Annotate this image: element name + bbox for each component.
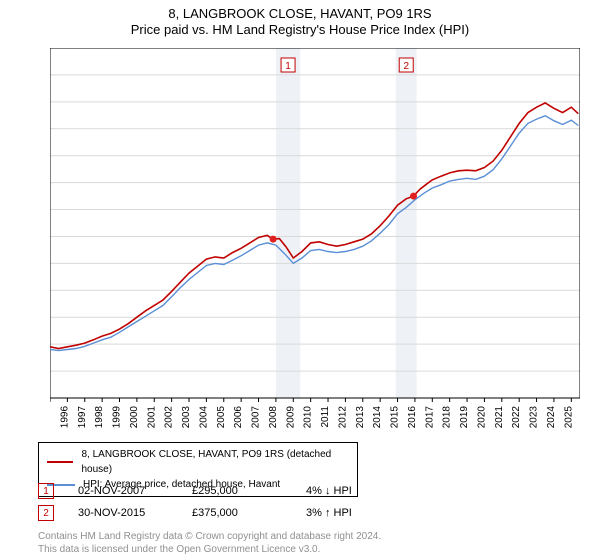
legend-swatch — [47, 461, 73, 463]
svg-text:1998: 1998 — [94, 406, 105, 429]
licence-line1: Contains HM Land Registry data © Crown c… — [38, 531, 381, 544]
svg-text:2022: 2022 — [511, 406, 522, 429]
sale-price: £295,000 — [192, 485, 282, 497]
title-block: 8, LANGBROOK CLOSE, HAVANT, PO9 1RS Pric… — [0, 0, 600, 39]
sale-price: £375,000 — [192, 507, 282, 519]
sale-delta: 4% ↓ HPI — [306, 485, 396, 497]
page-root: 8, LANGBROOK CLOSE, HAVANT, PO9 1RS Pric… — [0, 0, 600, 560]
svg-text:2023: 2023 — [529, 406, 540, 429]
svg-text:2010: 2010 — [303, 406, 314, 429]
svg-text:2019: 2019 — [459, 406, 470, 429]
licence-line2: This data is licensed under the Open Gov… — [38, 544, 381, 557]
chart: £0£50K£100K£150K£200K£250K£300K£350K£400… — [50, 48, 580, 418]
svg-text:2015: 2015 — [390, 406, 401, 429]
svg-text:1995: 1995 — [50, 406, 53, 429]
svg-text:2007: 2007 — [251, 406, 262, 429]
svg-text:2005: 2005 — [216, 406, 227, 429]
legend-row-property: 8, LANGBROOK CLOSE, HAVANT, PO9 1RS (det… — [47, 447, 349, 477]
sale-row: 2 30-NOV-2015 £375,000 3% ↑ HPI — [38, 502, 396, 524]
svg-text:2012: 2012 — [337, 406, 348, 429]
legend-label: 8, LANGBROOK CLOSE, HAVANT, PO9 1RS (det… — [81, 447, 349, 477]
svg-text:2016: 2016 — [407, 406, 418, 429]
sale-badge: 2 — [38, 505, 54, 521]
svg-text:2025: 2025 — [563, 406, 574, 429]
svg-text:2002: 2002 — [164, 406, 175, 429]
svg-text:2009: 2009 — [285, 406, 296, 429]
svg-text:1999: 1999 — [112, 406, 123, 429]
title-line1: 8, LANGBROOK CLOSE, HAVANT, PO9 1RS — [0, 6, 600, 22]
svg-text:2013: 2013 — [355, 406, 366, 429]
sale-badge: 1 — [38, 483, 54, 499]
svg-text:2011: 2011 — [320, 406, 331, 428]
sale-delta: 3% ↑ HPI — [306, 507, 396, 519]
svg-text:1997: 1997 — [77, 406, 88, 429]
sale-date: 02-NOV-2007 — [78, 485, 168, 497]
svg-text:2000: 2000 — [129, 406, 140, 429]
svg-text:2006: 2006 — [233, 406, 244, 429]
title-line2: Price paid vs. HM Land Registry's House … — [0, 22, 600, 38]
sale-row: 1 02-NOV-2007 £295,000 4% ↓ HPI — [38, 480, 396, 502]
svg-text:2024: 2024 — [546, 406, 557, 429]
svg-text:1: 1 — [285, 61, 291, 72]
svg-text:2003: 2003 — [181, 406, 192, 429]
svg-text:2: 2 — [403, 61, 409, 72]
svg-text:2004: 2004 — [198, 406, 209, 429]
svg-text:2017: 2017 — [424, 406, 435, 429]
svg-text:2014: 2014 — [372, 406, 383, 429]
svg-text:2018: 2018 — [442, 406, 453, 429]
svg-text:1996: 1996 — [59, 406, 70, 429]
licence-text: Contains HM Land Registry data © Crown c… — [38, 531, 381, 556]
chart-svg: £0£50K£100K£150K£200K£250K£300K£350K£400… — [50, 48, 580, 438]
sale-date: 30-NOV-2015 — [78, 507, 168, 519]
sales-table: 1 02-NOV-2007 £295,000 4% ↓ HPI 2 30-NOV… — [38, 480, 396, 524]
svg-text:2008: 2008 — [268, 406, 279, 429]
svg-text:2001: 2001 — [146, 406, 157, 429]
svg-text:2020: 2020 — [476, 406, 487, 429]
svg-text:2021: 2021 — [494, 406, 505, 429]
